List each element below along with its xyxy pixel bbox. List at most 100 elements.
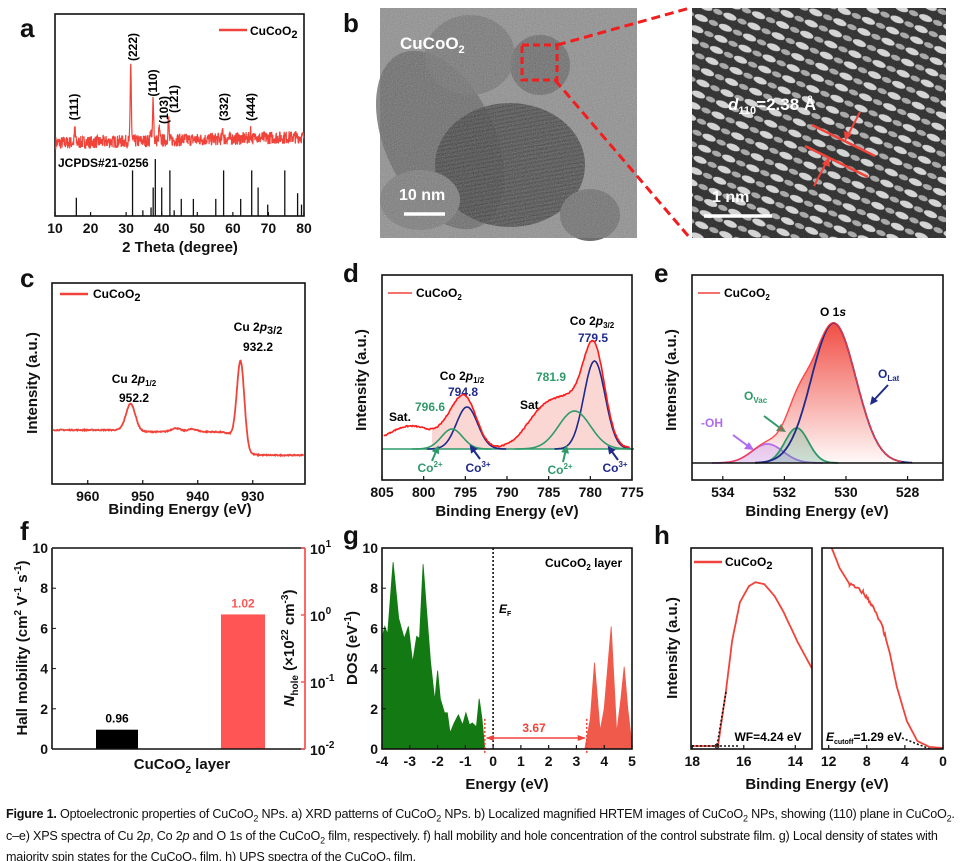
component-co2plus [514,410,634,450]
x-axis-label: Binding Energy (eV) [108,501,251,518]
y-tick-label: 6 [40,620,48,636]
legend-label: CuCoO2 [93,287,140,304]
dos-chart: CuCoO2 layer EF 3.67 DOS (eV-1) Energy (… [343,540,636,793]
y-tick-label: 0 [370,741,378,757]
envelope-fill [716,322,902,463]
peak-value-932: 932.2 [243,340,273,354]
x-tick-label: -4 [376,753,389,769]
tick-exponent: -1 [326,673,335,684]
x-tick-label: 50 [189,220,205,236]
co2-label: Co2+ [417,460,442,475]
ovac-label: OVac [744,389,768,405]
y-tick-label: 8 [370,580,378,596]
x-tick-label: 940 [186,488,210,504]
label-co2p32: Co 2p3/2 [570,314,615,330]
y-tick-label: 4 [370,661,378,677]
y-tick-label: 6 [370,620,378,636]
x-axis-label: Binding Energy (eV) [745,503,888,520]
plot-frame [54,13,305,217]
olat-label: OLat [878,367,900,383]
y-axis-label: DOS (eV-1) [343,611,361,685]
x-axis-label: Binding Energy (eV) [435,503,578,520]
peak-label: (444) [244,93,258,121]
label-co2p12: Co 2p1/2 [440,369,485,385]
xps-co2p-chart: CuCoO2 Co 2p3/2 779.5 781.9 Co 2p1/2 794… [353,274,644,520]
peak-label-cu2p12: Cu 2p1/2 [112,372,157,388]
d-spacing-label: d110=2.38 Å [728,95,816,117]
y-tick-label: 8 [40,580,48,596]
ups-series-line-right [830,547,944,749]
figure-number: Figure 1. [6,807,57,821]
arrow-icon [431,445,440,462]
measure-arrow-icon [844,111,861,141]
y-tick-label: 2 [370,701,378,717]
x-tick-label: -3 [404,753,417,769]
tick-exponent: 1 [326,539,332,550]
arrow-head [561,445,569,454]
y-tick-label-right: 10-1 [310,673,335,691]
conduction-band-area [584,626,633,750]
arrow-head-icon [485,735,494,741]
x-tick-label: 70 [261,220,277,236]
y-tick-label: 10 [362,540,378,556]
lattice-line [811,123,876,158]
scale-bar-label: 1 nm [712,189,749,206]
satellite-label: Sat. [389,410,411,424]
tick-base: 10 [310,675,326,691]
y-axis-label-left: Hall mobility (cm2 V-1 s-1) [13,560,31,735]
x-tick-label: 780 [579,484,603,500]
value-779-5: 779.5 [578,331,608,345]
envelope-series-line [383,339,631,449]
legend-label: CuCoO2 layer [545,556,622,572]
xrd-series-line [55,63,305,150]
x-tick-label: 20 [83,220,99,236]
x-tick-label: 790 [495,484,519,500]
oh-label: -OH [701,416,723,430]
component-fill [755,428,839,463]
y-axis-label: Intensity (a.u.) [353,329,370,431]
tick-exponent: 0 [326,606,332,617]
panel-label-g: g [343,520,359,550]
band-gap-label: 3.67 [522,721,546,735]
x-tick-label: 795 [454,484,478,500]
peak-label: (110) [146,69,160,96]
x-tick-label: 14 [787,753,803,769]
arrow-head [469,444,478,454]
x-tick-label: 528 [896,484,920,500]
peak-label: (222) [126,33,140,61]
arrow-icon [732,434,754,450]
lattice-image [692,8,946,238]
arrow-icon [607,445,619,461]
x-tick-label: 18 [684,753,700,769]
scale-bar-label: 10 nm [399,187,445,204]
hrtem-images: CuCoO2 10 nm d110=2.38 Å 1 nm [375,6,946,241]
zoom-region-box [520,43,559,82]
tangent-line [716,691,727,747]
tangent-line [901,737,931,750]
panel-label-e: e [654,258,668,288]
x-tick-label: 960 [76,488,100,504]
value-794-8: 794.8 [448,385,478,399]
x-tick-label: 530 [834,484,858,500]
figure-caption: Figure 1. Optoelectronic properties of C… [6,807,955,861]
y-tick-label-right: 101 [310,539,332,557]
panel-label-a: a [20,13,35,43]
peak-label: (111) [67,94,81,121]
lattice-line [804,144,869,179]
tick-base: 10 [310,541,326,557]
tem-image [375,8,637,241]
component-co2plus [412,428,492,450]
panel-label-d: d [343,258,359,288]
tick-exponent: -2 [326,740,335,751]
x-tick-label: 12 [821,753,837,769]
value-796-6: 796.6 [415,400,445,414]
value-781-9: 781.9 [536,370,566,384]
ups-chart: CuCoO2 WF=4.24 eV Ecutoff=1.29 eV Intens… [664,547,947,793]
y-tick-label: 0 [40,741,48,757]
peak-label-cu2p32: Cu 2p3/2 [234,320,283,337]
intersection-marker [714,743,720,749]
plot-frame [821,547,944,750]
panel-label-b: b [343,8,359,38]
